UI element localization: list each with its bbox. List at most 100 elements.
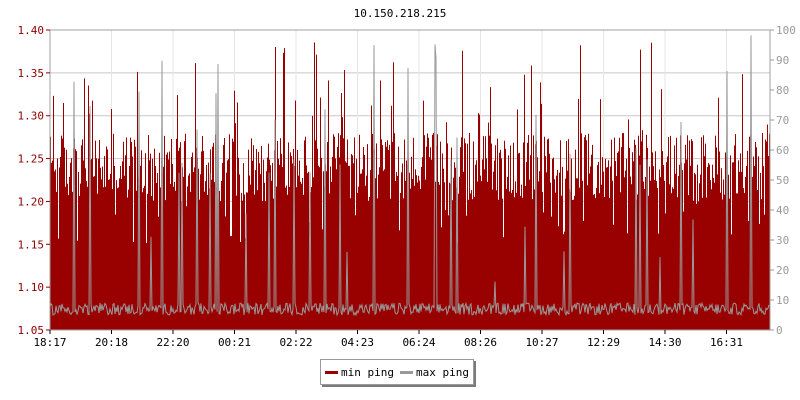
- min-ping-bar: [517, 109, 518, 330]
- min-ping-bar: [113, 133, 114, 330]
- min-ping-bar: [112, 189, 113, 330]
- min-ping-bar: [700, 174, 701, 330]
- min-ping-bar: [654, 180, 655, 330]
- y-left-tick-label: 1.10: [18, 281, 45, 294]
- min-ping-bar: [114, 165, 115, 330]
- min-ping-bar: [363, 146, 364, 330]
- min-ping-bar: [666, 162, 667, 330]
- min-ping-bar: [249, 175, 250, 330]
- y-left-tick-label: 1.40: [18, 24, 45, 37]
- right-y-axis: 0 10 20 30 40 50 60 70 80 90 100: [770, 24, 796, 337]
- min-ping-bar: [596, 188, 597, 330]
- min-ping-bar: [763, 166, 764, 330]
- min-ping-bar: [466, 215, 467, 330]
- y-right-tick-label: 30: [776, 234, 789, 247]
- min-ping-bar: [156, 182, 157, 330]
- min-ping-bar: [432, 134, 433, 330]
- min-ping-bar: [415, 169, 416, 330]
- min-ping-bar: [88, 85, 89, 330]
- min-ping-bar: [392, 141, 393, 330]
- min-ping-bar: [106, 146, 107, 330]
- min-ping-bar: [239, 174, 240, 330]
- min-ping-bar: [381, 139, 382, 330]
- min-ping-bar: [714, 182, 715, 330]
- min-ping-bar: [157, 173, 158, 330]
- min-ping-bar: [164, 135, 165, 330]
- min-ping-bar: [589, 173, 590, 330]
- min-ping-bar: [740, 153, 741, 330]
- min-ping-bar: [171, 138, 172, 330]
- min-ping-bar: [606, 167, 607, 330]
- min-ping-bar: [312, 115, 313, 330]
- x-axis: 18:17 20:18 22:20 00:21 02:22 04:23 06:24 08:26…: [33, 330, 743, 349]
- min-ping-bar: [459, 176, 460, 330]
- min-ping-bar: [321, 157, 322, 330]
- min-ping-bar: [100, 167, 101, 330]
- min-ping-bar: [337, 146, 338, 330]
- min-ping-bar: [406, 160, 407, 330]
- min-ping-bar: [203, 150, 204, 330]
- min-ping-bar: [234, 90, 235, 330]
- min-ping-bar: [704, 156, 705, 330]
- min-ping-bar: [228, 159, 229, 330]
- min-ping-bar: [705, 143, 706, 330]
- min-ping-bar: [561, 195, 562, 330]
- min-ping-bar: [590, 166, 591, 330]
- min-ping-bar: [703, 135, 704, 330]
- min-ping-bar: [557, 169, 558, 330]
- min-ping-bar: [485, 136, 486, 330]
- min-ping-bar: [571, 158, 572, 330]
- min-ping-bar: [271, 180, 272, 330]
- min-ping-bar: [527, 142, 528, 330]
- min-ping-bar: [298, 175, 299, 330]
- min-ping-bar: [81, 145, 82, 330]
- min-ping-bar: [429, 157, 430, 330]
- min-ping-bar: [506, 188, 507, 330]
- min-ping-bar: [199, 199, 200, 330]
- min-ping-bar: [177, 95, 178, 331]
- min-ping-bar: [651, 42, 652, 330]
- min-ping-bar: [388, 150, 389, 330]
- y-right-tick-label: 70: [776, 114, 789, 127]
- min-ping-bar: [603, 171, 604, 330]
- x-tick-label: 06:24: [402, 336, 435, 349]
- min-ping-bar: [449, 182, 450, 330]
- min-ping-bar: [496, 190, 497, 330]
- min-ping-bar: [352, 155, 353, 330]
- min-ping-bar: [494, 160, 495, 330]
- min-ping-bar: [706, 197, 707, 330]
- min-ping-bar: [655, 151, 656, 330]
- min-ping-bar: [490, 87, 491, 330]
- min-ping-bar: [501, 158, 502, 330]
- x-tick-label: 12:29: [587, 336, 620, 349]
- min-ping-bar: [746, 166, 747, 330]
- min-ping-bar: [130, 137, 131, 330]
- min-ping-bar: [389, 144, 390, 330]
- legend-item-min-ping: min ping: [325, 366, 394, 379]
- min-ping-bar: [200, 174, 201, 330]
- min-ping-bar: [313, 177, 314, 330]
- min-ping-bar: [262, 201, 263, 330]
- min-ping-bar: [618, 151, 619, 330]
- min-ping-bar: [362, 169, 363, 330]
- y-right-tick-label: 10: [776, 294, 789, 307]
- min-ping-bar: [604, 197, 605, 330]
- x-tick-label: 02:22: [279, 336, 312, 349]
- min-ping-bar: [752, 176, 753, 330]
- min-ping-bar: [417, 182, 418, 330]
- min-ping-bar: [254, 194, 255, 330]
- min-ping-bar: [185, 133, 186, 330]
- min-ping-bar: [301, 183, 302, 330]
- min-ping-bar: [173, 186, 174, 330]
- min-ping-bar: [247, 192, 248, 330]
- min-ping-bar: [132, 156, 133, 330]
- min-ping-bar: [542, 192, 543, 330]
- min-ping-bar: [318, 165, 319, 330]
- min-ping-bar: [607, 167, 608, 330]
- min-ping-bar: [105, 186, 106, 330]
- chart-title: 10.150.218.215: [354, 7, 447, 20]
- min-ping-bar: [472, 199, 473, 330]
- min-ping-bar: [548, 138, 549, 330]
- min-ping-bar: [567, 170, 568, 330]
- min-ping-bar: [657, 188, 658, 330]
